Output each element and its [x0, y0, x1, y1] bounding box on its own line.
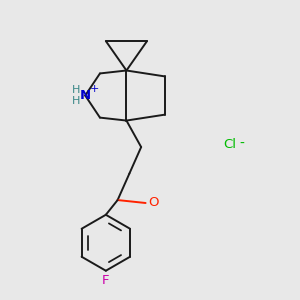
Text: H: H [72, 85, 80, 95]
Text: N: N [80, 89, 91, 102]
Text: -: - [240, 137, 245, 151]
Text: O: O [148, 196, 158, 209]
Text: H: H [72, 96, 80, 106]
Text: +: + [90, 84, 99, 94]
Text: Cl: Cl [224, 138, 237, 151]
Text: F: F [102, 274, 110, 287]
